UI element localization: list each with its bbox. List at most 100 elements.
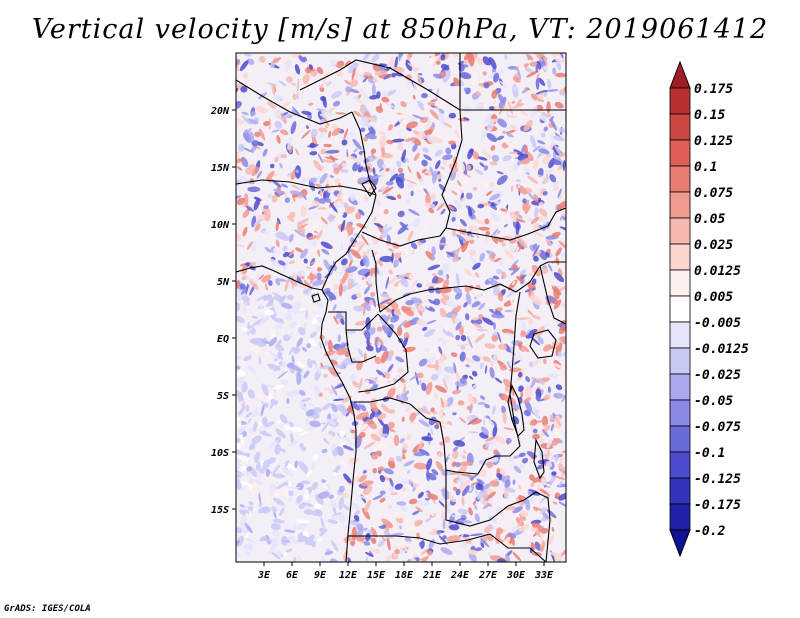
border-chad-sudan	[439, 109, 463, 237]
field-cell	[385, 167, 390, 172]
field-cell	[333, 398, 344, 402]
field-cell	[483, 82, 490, 89]
field-cell	[488, 56, 497, 70]
field-cell	[491, 465, 497, 480]
field-cell	[451, 190, 458, 196]
field-cell	[241, 115, 252, 125]
field-cell	[540, 507, 547, 513]
field-cell	[558, 462, 564, 470]
field-cell	[288, 464, 297, 472]
colorbar-swatch	[669, 425, 691, 453]
field-cell	[310, 128, 318, 138]
field-cell	[236, 479, 242, 491]
field-cell	[551, 517, 558, 528]
field-cell	[451, 461, 457, 468]
field-cell	[382, 186, 394, 195]
field-cell	[236, 166, 243, 171]
field-cell	[471, 370, 478, 377]
field-cell	[553, 272, 565, 283]
field-cell	[418, 448, 430, 456]
field-cell	[434, 359, 439, 372]
field-cell	[502, 131, 514, 138]
field-cell	[512, 76, 521, 83]
field-cell	[326, 451, 334, 458]
field-cell	[431, 469, 439, 476]
field-cell	[377, 466, 385, 471]
field-cell	[236, 540, 241, 547]
field-cell	[494, 435, 506, 444]
field-cell	[404, 390, 410, 396]
field-cell	[322, 437, 330, 445]
field-cell	[357, 348, 364, 358]
field-cell	[434, 149, 443, 157]
field-cell	[523, 119, 533, 132]
field-cell	[526, 489, 541, 496]
field-cell	[453, 199, 463, 210]
field-cell	[302, 502, 314, 507]
field-cell	[267, 474, 280, 483]
colorbar-swatch	[669, 399, 691, 427]
field-cell	[271, 129, 280, 133]
field-cell	[424, 356, 436, 365]
field-cell	[297, 535, 310, 543]
field-cell	[264, 283, 269, 291]
field-cell	[474, 168, 484, 176]
field-cell	[340, 318, 345, 325]
field-cell	[286, 76, 293, 83]
field-cell	[311, 221, 320, 230]
field-cell	[552, 501, 558, 505]
field-cell	[472, 186, 478, 191]
field-cell	[475, 272, 480, 278]
field-cell	[460, 189, 463, 194]
field-cell	[528, 192, 536, 201]
field-cell	[518, 464, 523, 470]
field-cell	[431, 273, 437, 277]
field-cell	[371, 217, 384, 224]
field-cell	[393, 252, 401, 260]
field-cell	[332, 512, 342, 516]
field-cell	[289, 426, 304, 433]
field-cell	[367, 437, 372, 444]
field-cell	[558, 324, 566, 335]
field-cell	[263, 337, 267, 343]
field-cell	[443, 436, 451, 443]
field-cell	[290, 84, 297, 91]
field-cell	[246, 241, 253, 250]
field-cell	[318, 197, 331, 204]
field-cell	[558, 480, 563, 487]
field-cell	[268, 484, 277, 492]
field-cell	[289, 536, 299, 545]
field-cell	[287, 486, 301, 489]
field-cell	[510, 267, 520, 276]
field-cell	[479, 252, 485, 262]
field-cell	[480, 538, 490, 548]
field-cell	[402, 404, 413, 409]
field-cell	[519, 510, 529, 518]
field-cell	[545, 112, 552, 118]
field-cell	[455, 272, 460, 287]
field-cell	[321, 402, 332, 411]
field-cell	[248, 427, 254, 434]
field-cell	[290, 121, 297, 135]
colorbar-label: 0.025	[694, 238, 733, 253]
field-cell	[320, 148, 327, 155]
field-cell	[267, 193, 273, 199]
field-cell	[499, 376, 506, 388]
field-cell	[338, 282, 343, 297]
field-cell	[442, 518, 446, 530]
field-cell	[405, 299, 415, 306]
field-cell	[402, 442, 409, 451]
field-cell	[276, 419, 281, 424]
field-cell	[546, 101, 551, 114]
field-cell	[493, 72, 500, 83]
field-cell	[348, 519, 360, 527]
field-cell	[368, 95, 379, 100]
field-cell	[442, 279, 450, 288]
field-cell	[546, 89, 559, 92]
field-cell	[319, 528, 328, 537]
field-cell	[460, 197, 466, 203]
field-cell	[301, 480, 311, 485]
field-cell	[491, 313, 505, 319]
field-cell	[387, 124, 394, 131]
field-cell	[426, 458, 433, 471]
